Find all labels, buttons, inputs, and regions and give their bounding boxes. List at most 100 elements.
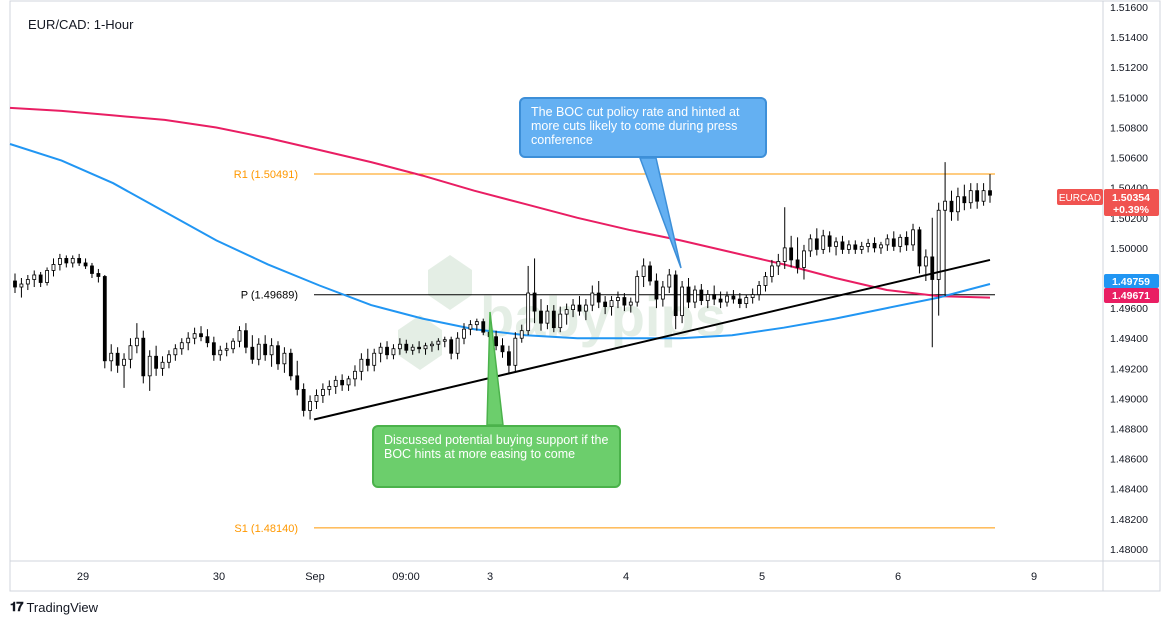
tradingview-brand[interactable]: 𝟏𝟕 TradingView	[10, 599, 98, 615]
x-tick-label: 4	[623, 571, 629, 583]
y-tick-label: 1.50600	[1110, 153, 1148, 165]
candle-up	[282, 352, 287, 365]
candle-up	[943, 200, 947, 211]
candle-down	[141, 337, 146, 377]
candle-up	[173, 348, 178, 356]
y-tick-label: 1.49600	[1110, 303, 1148, 315]
candle-down	[603, 301, 608, 307]
blue-ma-label: 1.49759	[1112, 276, 1150, 288]
candle-up	[455, 337, 460, 354]
candle-up	[609, 300, 614, 307]
chart-title: EUR/CAD: 1-Hour	[28, 17, 134, 32]
candle-up	[956, 196, 960, 213]
candle-down	[102, 276, 107, 362]
candle-down	[365, 358, 370, 366]
symbol-badge-label: EURCAD	[1059, 193, 1101, 204]
candle-up	[224, 348, 229, 351]
candle-down	[988, 190, 992, 196]
price-badges: EURCAD 1.50354 +0.39% 1.49759 1.49671	[1057, 189, 1159, 303]
candle-up	[160, 361, 165, 369]
candle-up	[436, 340, 441, 345]
pink-ma-label: 1.49671	[1112, 290, 1150, 302]
candle-down	[83, 262, 88, 267]
y-tick-label: 1.50800	[1110, 122, 1148, 134]
candle-up	[898, 236, 903, 247]
candle-down	[539, 310, 543, 324]
candle-down	[596, 292, 601, 303]
candle-down	[975, 190, 980, 202]
candle-up	[45, 270, 49, 283]
candle-up	[545, 310, 550, 324]
candle-down	[96, 273, 101, 277]
candle-down	[840, 241, 845, 250]
candle-down	[891, 238, 896, 247]
candle-up	[430, 343, 434, 347]
candle-down	[211, 342, 216, 356]
candle-up	[763, 276, 768, 286]
y-tick-label: 1.48800	[1110, 424, 1148, 436]
y-tick-label: 1.48000	[1110, 544, 1148, 556]
candle-down	[115, 352, 120, 366]
candle-down	[90, 265, 94, 274]
candle-down	[199, 333, 203, 338]
candle-up	[372, 352, 377, 366]
candle-up	[911, 229, 915, 246]
candle-down	[699, 289, 704, 301]
x-tick-label: 30	[213, 571, 225, 583]
candle-down	[276, 345, 280, 365]
candle-down	[731, 295, 736, 300]
chart-frame	[9, 0, 1161, 592]
candle-up	[397, 343, 402, 350]
candle-up	[32, 274, 37, 280]
candle-down	[917, 229, 922, 267]
level-label-s1: S1 (1.48140)	[234, 523, 298, 535]
candle-up	[269, 345, 274, 356]
candle-down	[532, 292, 537, 312]
x-tick-label: 9	[1031, 571, 1037, 583]
blue-ma-badge	[1104, 274, 1159, 288]
support-trendline	[313, 258, 991, 421]
candle-up	[333, 379, 338, 387]
candle-down	[244, 330, 248, 348]
candle-up	[519, 330, 524, 339]
candle-up	[866, 242, 871, 247]
y-tick-label: 1.48200	[1110, 514, 1148, 526]
candle-up	[846, 244, 851, 250]
candle-up	[885, 238, 890, 246]
candle-up	[513, 337, 518, 366]
candle-up	[314, 395, 319, 402]
blue-moving-average	[9, 143, 991, 340]
candle-down	[263, 343, 268, 356]
buying-support-callout: Discussed potential buying support if th…	[372, 425, 621, 488]
candle-up	[25, 279, 30, 285]
candle-up	[590, 292, 595, 306]
candle-up	[564, 309, 569, 315]
candle-up	[167, 354, 171, 363]
candle-down	[814, 238, 819, 250]
level-label-p: P (1.49689)	[241, 290, 298, 302]
candle-down	[872, 242, 877, 249]
candle-up	[879, 244, 883, 249]
candle-down	[301, 388, 306, 411]
candle-down	[795, 259, 800, 268]
y-tick-label: 1.49000	[1110, 393, 1148, 405]
candle-down	[417, 346, 422, 350]
candle-up	[410, 346, 415, 351]
candle-down	[686, 286, 691, 303]
candle-down	[77, 258, 82, 264]
candle-up	[782, 247, 787, 262]
candle-down	[481, 321, 486, 333]
candle-up	[821, 235, 826, 250]
candle-up	[192, 333, 197, 339]
candle-up	[231, 340, 235, 350]
boc-cut-callout: The BOC cut policy rate and hinted at mo…	[519, 97, 767, 158]
candle-down	[64, 258, 69, 264]
last-price-label: 1.50354	[1112, 192, 1150, 204]
candle-up	[147, 355, 152, 377]
y-tick-label: 1.48400	[1110, 484, 1148, 496]
candle-up	[770, 265, 774, 277]
candle-up	[256, 343, 261, 360]
candle-up	[776, 261, 781, 267]
